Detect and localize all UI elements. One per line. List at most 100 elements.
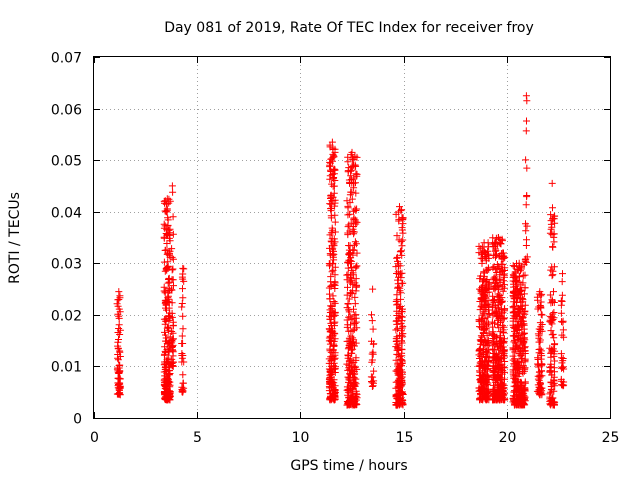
data-point (162, 296, 170, 304)
data-point (330, 242, 338, 250)
y-tick-label: 0.05 (51, 154, 82, 170)
data-point (349, 374, 357, 381)
data-point (485, 302, 493, 310)
data-point (551, 357, 559, 365)
x-tick-label: 25 (602, 430, 620, 446)
data-point (549, 267, 557, 275)
data-point (160, 283, 168, 291)
data-point (394, 268, 402, 276)
data-point (517, 351, 525, 359)
data-point (347, 332, 355, 340)
data-point (481, 324, 489, 332)
data-point (547, 220, 555, 228)
data-point (478, 259, 486, 267)
data-point (483, 289, 491, 296)
data-point (344, 366, 352, 374)
data-point (169, 341, 177, 349)
data-point (352, 396, 360, 404)
data-point (534, 360, 542, 368)
data-point (523, 222, 531, 230)
data-point (116, 368, 123, 376)
data-point (549, 243, 556, 251)
data-point (491, 319, 498, 327)
data-point (519, 310, 527, 318)
data-point (327, 166, 334, 174)
data-point (352, 189, 360, 197)
data-point (393, 270, 400, 277)
data-point (327, 381, 335, 389)
data-point (348, 163, 356, 171)
data-point (483, 342, 491, 350)
data-point (160, 224, 168, 232)
data-point (500, 348, 508, 356)
data-point (168, 299, 176, 307)
data-point (178, 358, 186, 366)
data-point (519, 362, 527, 370)
data-point (393, 337, 401, 345)
data-point (178, 332, 186, 340)
data-point (536, 371, 544, 379)
y-tick-label: 0 (73, 412, 82, 428)
data-point (326, 315, 334, 323)
data-point (349, 280, 357, 288)
data-point (328, 268, 336, 276)
data-point (522, 201, 530, 209)
data-point (331, 211, 339, 219)
data-point (161, 389, 168, 397)
data-point (115, 321, 123, 329)
data-point (478, 295, 486, 303)
data-point (331, 278, 339, 286)
data-point (352, 170, 360, 178)
data-point (168, 245, 176, 253)
data-point (346, 191, 354, 199)
data-point (550, 400, 558, 408)
data-point (557, 309, 565, 317)
data-point (510, 280, 518, 288)
data-point (484, 389, 492, 397)
data-point (521, 394, 529, 402)
data-point (161, 299, 169, 307)
data-point (559, 363, 567, 371)
data-point (179, 371, 187, 379)
data-point (328, 138, 336, 146)
plot-frame (93, 56, 611, 419)
data-point (169, 265, 177, 273)
data-point (478, 377, 486, 385)
data-point (517, 381, 525, 389)
data-point (492, 250, 500, 258)
data-point (399, 322, 407, 330)
data-point (349, 269, 357, 277)
data-point (344, 283, 351, 291)
data-point (489, 330, 497, 338)
x-tick-label: 0 (90, 430, 99, 446)
data-point (326, 161, 334, 169)
data-point (477, 359, 485, 367)
data-point (496, 332, 504, 340)
data-point (500, 277, 507, 285)
data-point (394, 317, 402, 325)
data-point (398, 331, 406, 339)
data-point (480, 281, 488, 289)
data-point (517, 287, 525, 295)
data-point (522, 156, 530, 164)
data-point (351, 320, 359, 327)
data-point (394, 276, 402, 284)
data-point (492, 395, 500, 403)
data-point (558, 278, 566, 286)
data-point (492, 253, 499, 261)
data-point (393, 254, 401, 262)
data-point (551, 219, 559, 227)
data-point (480, 272, 488, 280)
data-point (346, 180, 354, 187)
data-point (398, 313, 406, 321)
data-point (482, 379, 490, 387)
data-point (481, 292, 489, 300)
data-point (537, 355, 545, 363)
data-point (536, 288, 544, 296)
data-point (352, 207, 360, 214)
data-point (395, 363, 403, 371)
data-point (510, 338, 518, 346)
data-point (331, 335, 339, 343)
data-point (475, 346, 483, 354)
data-point (343, 271, 351, 279)
